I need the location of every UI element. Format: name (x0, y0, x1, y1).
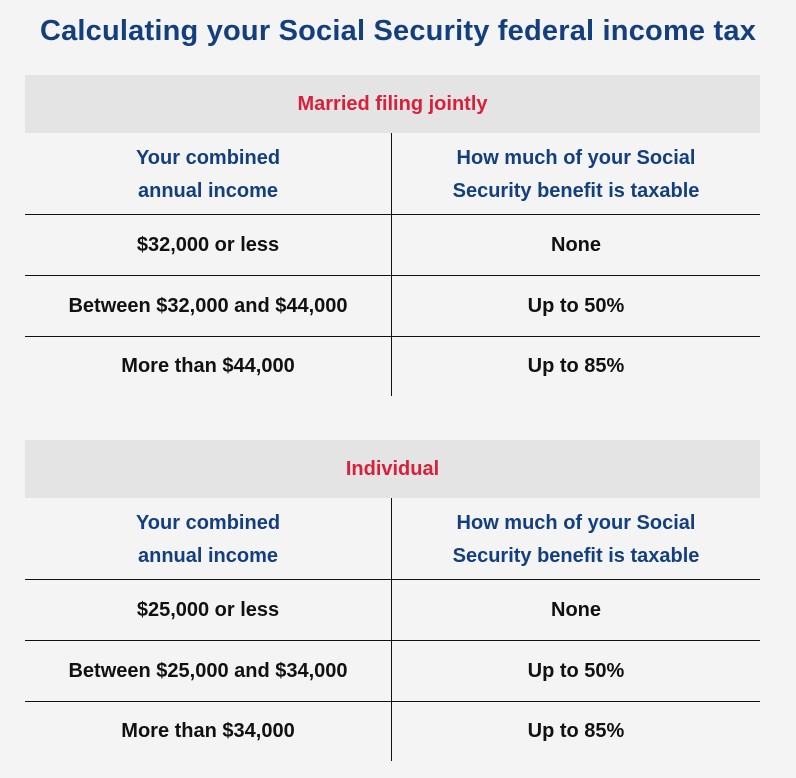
income-cell: More than $34,000 (25, 702, 392, 761)
column-header-row: Your combined annual income How much of … (25, 498, 760, 580)
income-cell: More than $44,000 (25, 337, 392, 396)
table-row: $25,000 or less None (25, 580, 760, 641)
header-line: Your combined (135, 146, 281, 169)
header-line: Security benefit is taxable (452, 179, 700, 202)
income-cell: $25,000 or less (25, 580, 392, 640)
column-header-income: Your combined annual income (25, 133, 392, 214)
header-line: Your combined (135, 511, 281, 534)
header-line: annual income (137, 179, 279, 202)
taxable-cell: Up to 85% (527, 720, 625, 742)
taxable-cell: Up to 50% (527, 659, 625, 682)
header-line: How much of your Social (456, 511, 696, 534)
taxable-cell: Up to 50% (527, 294, 625, 317)
individual-table: Individual Your combined annual income H… (25, 440, 760, 761)
table-row: More than $44,000 Up to 85% (25, 337, 760, 396)
taxable-cell: Up to 85% (527, 355, 625, 377)
married-filing-jointly-table: Married filing jointly Your combined ann… (25, 75, 760, 396)
column-header-row: Your combined annual income How much of … (25, 133, 760, 215)
header-line: Security benefit is taxable (452, 544, 700, 567)
header-line: annual income (137, 544, 279, 567)
table-section-header: Individual (25, 440, 760, 498)
table-row: Between $25,000 and $34,000 Up to 50% (25, 641, 760, 702)
column-header-taxable: How much of your Social Security benefit… (392, 498, 760, 579)
table-row: $32,000 or less None (25, 215, 760, 276)
header-line: How much of your Social (456, 146, 696, 169)
page-title: Calculating your Social Security federal… (39, 15, 757, 47)
filing-status-label: Individual (345, 457, 440, 480)
income-cell: $32,000 or less (25, 215, 392, 275)
table-row: More than $34,000 Up to 85% (25, 702, 760, 761)
table-row: Between $32,000 and $44,000 Up to 50% (25, 276, 760, 337)
filing-status-label: Married filing jointly (297, 92, 488, 115)
income-cell: Between $25,000 and $34,000 (25, 641, 392, 701)
column-header-income: Your combined annual income (25, 498, 392, 579)
income-cell: Between $32,000 and $44,000 (25, 276, 392, 336)
taxable-cell: None (551, 598, 601, 621)
taxable-cell: None (551, 233, 601, 256)
table-section-header: Married filing jointly (25, 75, 760, 133)
column-header-taxable: How much of your Social Security benefit… (392, 133, 760, 214)
